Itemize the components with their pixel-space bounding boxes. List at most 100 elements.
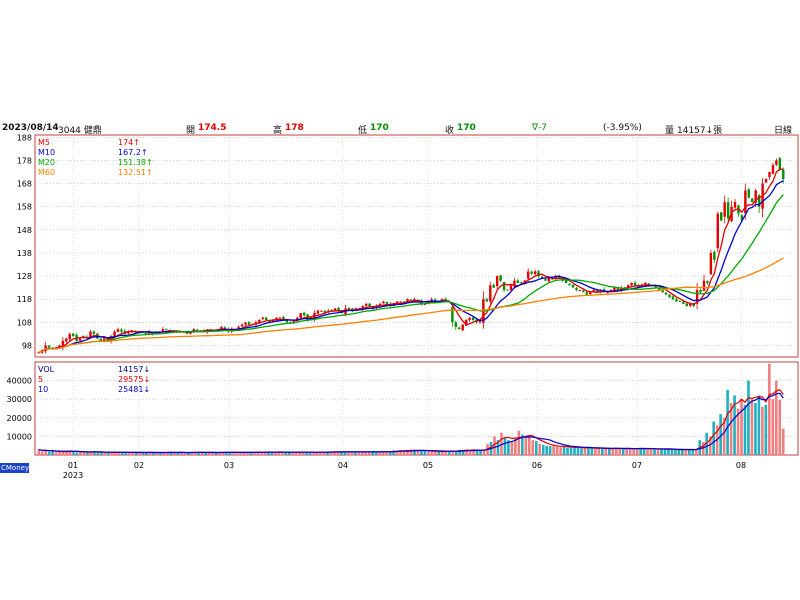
candle-body	[71, 333, 75, 337]
volume-bar	[72, 451, 75, 455]
volume-bar	[583, 447, 587, 455]
volume-bar	[141, 452, 145, 455]
price-tick-label: 128	[17, 272, 32, 281]
volume-bar	[392, 450, 395, 455]
volume-bar	[103, 452, 107, 455]
volume-bar	[138, 452, 141, 455]
candle-body	[540, 276, 544, 279]
volume-bar	[308, 452, 312, 455]
volume-bar	[642, 448, 646, 455]
volume-bar	[552, 445, 555, 455]
change-value: ∇-7	[532, 123, 547, 133]
volume-bar	[148, 452, 152, 455]
volume-bar	[280, 452, 284, 455]
volume-bar	[601, 448, 604, 455]
candle-body	[616, 287, 620, 290]
volume-bar	[260, 452, 263, 455]
volume-bar	[155, 452, 159, 455]
volume-bar	[82, 451, 86, 455]
vol-ma10-line	[38, 392, 784, 454]
volume-bar	[263, 452, 267, 455]
candle-body	[554, 276, 557, 279]
volume-bar	[107, 452, 110, 455]
volume-bar	[207, 452, 211, 455]
candle-body	[278, 317, 282, 319]
candle-body	[44, 345, 47, 352]
volume-bar	[507, 440, 510, 455]
ma60-line	[38, 257, 784, 354]
candle-body	[51, 347, 54, 349]
candle-body	[661, 290, 664, 293]
volume-bar	[688, 449, 691, 455]
candle-body	[502, 281, 506, 290]
candle-body	[292, 320, 296, 323]
volume-bar	[670, 449, 674, 455]
volume-bar	[527, 437, 531, 455]
volume-bar	[329, 452, 333, 455]
volume-bar	[75, 452, 79, 455]
volume-bar	[667, 449, 670, 455]
candle-body	[258, 320, 261, 323]
volume-bar	[214, 452, 218, 455]
volume-bar	[298, 451, 301, 455]
candle-body	[568, 283, 571, 286]
candle-body	[196, 329, 199, 332]
volume-bar	[521, 434, 524, 455]
volume-bar	[635, 448, 639, 455]
volume-bar	[256, 451, 260, 455]
candle-body	[716, 213, 719, 249]
candle-body	[678, 300, 682, 302]
volume-frame	[34, 361, 799, 456]
volume-bar	[287, 452, 291, 455]
open-value: 174.5	[198, 123, 227, 133]
volume-bar	[113, 452, 117, 455]
volume-bar	[559, 447, 562, 455]
volume-bar	[614, 447, 618, 455]
volume-bar	[729, 402, 733, 455]
legend-value: 151.38↑	[118, 158, 153, 167]
candle-body	[285, 319, 289, 323]
volume-bar	[409, 450, 413, 455]
candle-body	[47, 345, 51, 348]
legend-name: 10	[38, 385, 48, 394]
month-tick-label: 01	[68, 461, 78, 470]
candle-body	[316, 310, 320, 314]
volume-bar	[705, 432, 709, 455]
volume-bar	[493, 436, 496, 455]
volume-bar	[51, 450, 54, 455]
candle-body	[499, 275, 502, 281]
candle-body	[578, 289, 582, 291]
candle-body	[558, 276, 561, 279]
candle-body	[433, 299, 437, 302]
candle-body	[537, 271, 540, 277]
candle-body	[161, 329, 165, 333]
candle-body	[682, 301, 685, 304]
brand-logo: CMoney	[0, 463, 30, 473]
legend-name: M60	[38, 168, 55, 177]
volume-bar	[566, 447, 569, 455]
candle-body	[120, 329, 123, 332]
volume-bar	[674, 449, 677, 455]
legend-value: 14157↓	[118, 365, 150, 374]
close-value: 170	[457, 123, 476, 133]
volume-bar	[434, 451, 437, 455]
candle-body	[744, 190, 747, 214]
candle-body	[544, 278, 547, 281]
volume-bar	[646, 448, 649, 455]
volume-bar	[639, 447, 642, 455]
volume-panel: 40000 30000 20000 10000 VOL 14157↓ 5 29575↓ 10 25…	[7, 361, 799, 456]
volume-bar	[406, 450, 409, 455]
volume-bar	[96, 452, 100, 455]
volume-bar	[621, 448, 625, 455]
volume-bar	[61, 451, 65, 455]
volume-bar	[319, 451, 322, 455]
volume-bar	[169, 452, 173, 455]
volume-bar	[663, 449, 667, 455]
candle-body	[68, 333, 71, 340]
volume-bar	[555, 446, 559, 455]
volume-bar	[451, 450, 455, 455]
legend-name: VOL	[38, 365, 55, 374]
volume-bar	[587, 447, 590, 455]
candle-body	[595, 290, 599, 293]
volume-bar	[65, 451, 68, 455]
